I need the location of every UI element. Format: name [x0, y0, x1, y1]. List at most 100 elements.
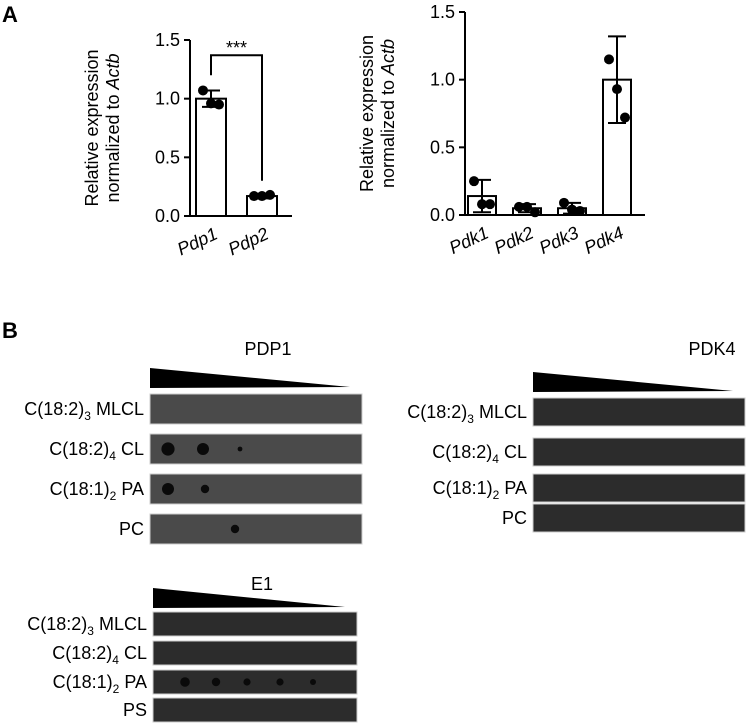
row-label: C(18:2)3 MLCL: [407, 402, 527, 426]
row-label: C(18:1)2 PA: [433, 478, 527, 502]
data-point: [265, 189, 275, 200]
row-label-tail: MLCL: [91, 399, 144, 419]
blot-spot: [200, 484, 210, 494]
data-point: [249, 191, 259, 202]
row-label: C(18:2)4 CL: [49, 439, 144, 463]
row-label-main: C(18:1): [53, 672, 113, 692]
gradient-wedge: [150, 368, 350, 388]
y-axis-label-line: Relative expression: [357, 35, 377, 192]
blot-strip: [149, 433, 363, 465]
row-label-sub: 4: [112, 653, 119, 667]
y-tick-label: 0.5: [155, 147, 180, 167]
row-label-sub: 3: [84, 409, 91, 423]
blot-strip: [149, 513, 363, 545]
row-label-main: C(18:1): [50, 479, 110, 499]
row-label: C(18:2)4 CL: [52, 643, 147, 667]
row-label-sub: 4: [492, 452, 499, 466]
blot-strip: [152, 640, 358, 666]
y-tick-label: 1.0: [430, 70, 455, 90]
row-label-tail: CL: [499, 442, 527, 462]
blot-spot: [237, 446, 243, 452]
y-axis-label-gene: Actb: [378, 39, 398, 76]
data-point: [485, 199, 495, 210]
x-tick-label: Pdk2: [491, 222, 537, 257]
row-label-tail: CL: [116, 439, 144, 459]
row-label: C(18:2)3 MLCL: [24, 399, 144, 423]
panel-label: A: [2, 2, 18, 27]
data-point: [530, 207, 540, 218]
row-label: C(18:1)2 PA: [53, 672, 147, 696]
blot-spot: [310, 679, 316, 685]
y-tick-label: 0.5: [430, 137, 455, 157]
y-axis-label: Relative expressionnormalized to Actb: [82, 49, 123, 206]
x-tick-label: Pdk3: [536, 222, 582, 257]
error-bar: [608, 35, 626, 124]
row-label: PS: [123, 700, 147, 720]
row-label-main: C(18:2): [49, 439, 109, 459]
row-label-main: C(18:2): [27, 614, 87, 634]
y-axis-label-gene: Actb: [103, 53, 123, 90]
blot-strip: [152, 611, 358, 637]
gradient-wedge: [533, 372, 733, 392]
y-tick-label: 0.0: [155, 206, 180, 226]
blot-spot: [243, 678, 251, 686]
blot-spot: [230, 524, 240, 534]
x-tick-label: Pdp2: [225, 223, 272, 259]
row-label-sub: 2: [110, 489, 117, 503]
blot-spot: [211, 677, 221, 687]
row-label-sub: 2: [113, 682, 120, 696]
data-point: [620, 112, 630, 123]
data-point: [198, 85, 208, 96]
gradient-wedge: [153, 588, 345, 608]
row-label-sub: 3: [87, 624, 94, 638]
significance-bracket: [210, 54, 263, 181]
row-label-main: C(18:2): [407, 402, 467, 422]
row-label-tail: CL: [119, 643, 147, 663]
row-label: PC: [119, 519, 144, 539]
data-point: [206, 98, 216, 109]
row-label-main: C(18:2): [432, 442, 492, 462]
data-point: [257, 191, 267, 202]
bar: [195, 97, 227, 217]
data-point: [567, 204, 577, 215]
blot-strip: [149, 473, 363, 505]
data-point: [604, 54, 614, 65]
y-axis-label: Relative expressionnormalized to Actb: [357, 35, 398, 192]
blot-title: E1: [251, 574, 273, 594]
row-label-tail: MLCL: [474, 402, 527, 422]
x-tick-label: Pdk1: [446, 222, 492, 257]
data-point: [575, 205, 585, 216]
y-axis-label-line: normalized to: [378, 80, 398, 188]
blot-strip: [532, 437, 746, 467]
row-label-sub: 3: [467, 412, 474, 426]
row-label-main: PC: [502, 508, 527, 528]
blot-strip: [149, 393, 363, 425]
blot-spot: [276, 678, 284, 686]
row-label: C(18:2)3 MLCL: [27, 614, 147, 638]
data-point: [214, 99, 224, 110]
y-tick-label: 0.0: [430, 205, 455, 225]
row-label: C(18:1)2 PA: [50, 479, 144, 503]
blot-spot: [162, 483, 174, 495]
row-label-sub: 2: [493, 488, 500, 502]
blot-title: PDP1: [244, 339, 291, 359]
x-tick-label: Pdp1: [174, 223, 221, 259]
data-point: [522, 201, 532, 212]
y-axis-label-line: normalized to: [103, 94, 123, 202]
blot-strip: [532, 397, 746, 427]
blot-title: PDK4: [688, 339, 735, 359]
significance-label: ***: [226, 38, 247, 58]
panel-label: B: [2, 318, 18, 343]
data-point: [469, 176, 479, 187]
data-point: [514, 201, 524, 212]
row-label-tail: PA: [116, 479, 144, 499]
row-label-main: PS: [123, 700, 147, 720]
y-tick-label: 1.0: [155, 89, 180, 109]
blot-spot: [197, 443, 209, 455]
blot-strip: [152, 697, 358, 723]
row-label-main: C(18:2): [52, 643, 112, 663]
row-label-tail: PA: [119, 672, 147, 692]
x-tick-label: Pdk4: [581, 222, 627, 257]
row-label: PC: [502, 508, 527, 528]
